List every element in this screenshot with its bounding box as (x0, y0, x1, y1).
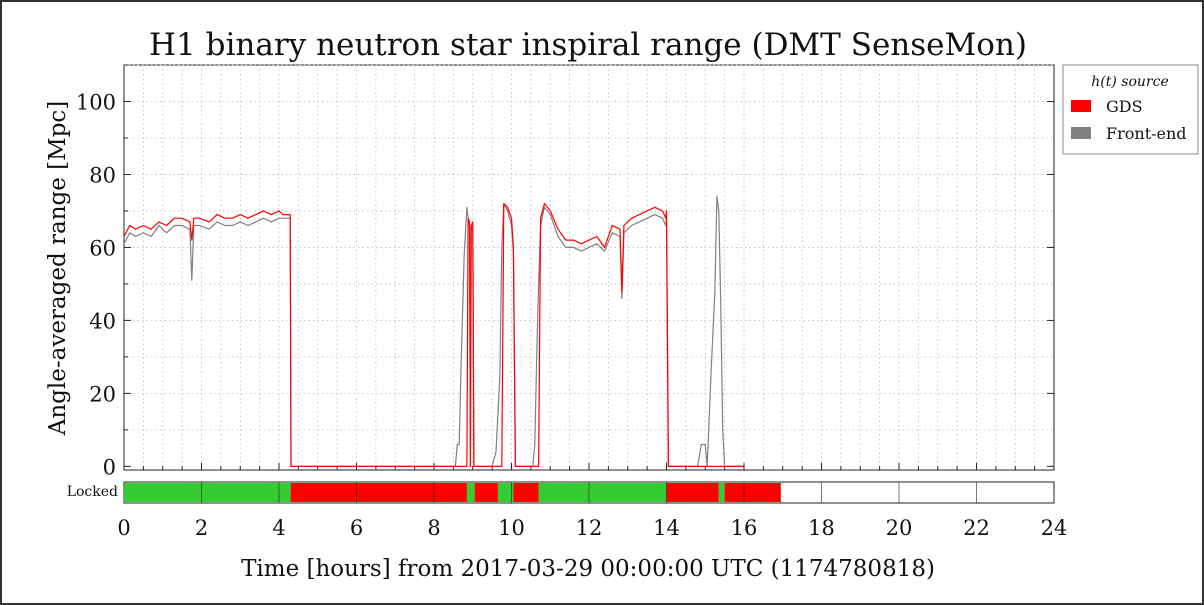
legend-entry-gds: GDS (1106, 97, 1143, 116)
gridlines (124, 64, 1054, 470)
state-segments (124, 482, 977, 503)
x-tick-label: 12 (576, 516, 603, 540)
legend: h(t) source GDS Front-end (1062, 64, 1199, 155)
state-segment (538, 483, 667, 502)
legend-swatch-gds (1071, 100, 1091, 112)
x-tick-label: 16 (731, 516, 758, 540)
legend-entry-front-end: Front-end (1106, 124, 1187, 143)
state-segment (724, 483, 781, 502)
legend-swatch-front-end (1071, 127, 1091, 139)
state-segment (497, 483, 514, 502)
state-segment (718, 483, 725, 502)
y-axis-label: Angle-averaged range [Mpc] (45, 101, 71, 437)
y-tick-label: 40 (89, 309, 116, 333)
x-tick-label: 4 (272, 516, 285, 540)
state-segment (513, 483, 539, 502)
x-tick-label: 20 (886, 516, 913, 540)
legend-title: h(t) source (1091, 74, 1168, 90)
y-tick-label: 100 (76, 90, 116, 114)
x-tick-label: 2 (195, 516, 208, 540)
state-segment (466, 483, 475, 502)
x-tick-label: 8 (427, 516, 440, 540)
series-lines (123, 195, 744, 467)
x-tick-label: 6 (350, 516, 363, 540)
x-tick-label: 24 (1041, 516, 1068, 540)
y-tick-label: 80 (89, 163, 116, 187)
x-axis-label: Time [hours] from 2017-03-29 00:00:00 UT… (241, 556, 935, 582)
state-bar-label: Locked (67, 484, 118, 500)
series-line-gds (123, 203, 744, 467)
x-tick-label: 14 (653, 516, 680, 540)
state-segment (290, 483, 467, 502)
chart-title: H1 binary neutron star inspiral range (D… (149, 27, 1027, 63)
state-segment (666, 483, 719, 502)
state-segment (124, 483, 291, 502)
x-tick-label: 0 (117, 516, 130, 540)
y-tick-label: 20 (89, 382, 116, 406)
state-segment (474, 483, 498, 502)
x-tick-label: 18 (808, 516, 835, 540)
x-tick-label: 22 (963, 516, 990, 540)
y-tick-label: 0 (103, 455, 116, 479)
y-tick-label: 60 (89, 236, 116, 260)
x-tick-label: 10 (498, 516, 525, 540)
